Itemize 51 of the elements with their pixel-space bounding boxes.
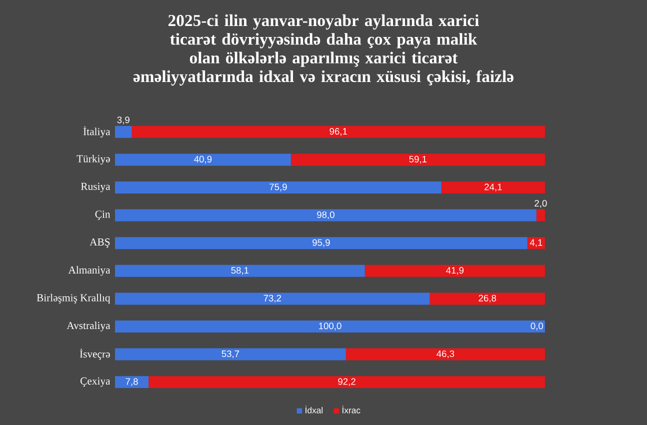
bar [115, 320, 545, 332]
bar [364, 264, 545, 277]
y-tick-label: Rusiya [80, 182, 110, 192]
y-tick-label: Birləşmiş Krallıq [36, 294, 110, 304]
data-label: 58,1 [231, 267, 249, 275]
data-label: 100,0 [319, 322, 342, 330]
data-label: 92,2 [338, 378, 356, 386]
data-label: 75,9 [270, 184, 287, 192]
data-label: 24,1 [484, 184, 502, 192]
chart-title: 2025-ci ilin yanvar-noyabr aylarında xarici ticarət dövriyyəsində daha çox paya malik olan ölkələrlə aparılmış xarici ticarət əməliyyatlarında idxal və ixracın xüsusi çəkisi, faizlə [133, 14, 514, 86]
data-label: 59,1 [409, 156, 427, 164]
data-label: 46,3 [436, 350, 454, 358]
bar [441, 182, 545, 194]
y-tick-label: Avstraliya [66, 322, 110, 332]
data-label: 26,8 [478, 294, 496, 303]
data-label: 3,9 [117, 116, 130, 124]
y-tick-label: Çin [95, 210, 110, 220]
bar [115, 264, 365, 277]
bar [115, 154, 291, 166]
bar [115, 376, 149, 388]
y-tick-label: İsveçrə [80, 348, 110, 360]
bar [148, 376, 545, 388]
legend-label: İdxal [306, 406, 323, 414]
bar [290, 154, 545, 166]
bar [115, 348, 346, 360]
data-label: 96,1 [330, 128, 348, 136]
y-tick-label: Çexiya [80, 377, 110, 387]
bar [115, 182, 442, 194]
data-label: 98,0 [317, 211, 334, 220]
data-label: 73,2 [264, 294, 281, 303]
data-label: 2,0 [534, 200, 547, 208]
bar [115, 209, 536, 222]
y-tick-label: Almaniya [68, 266, 110, 276]
data-label: 53,7 [222, 350, 240, 358]
y-tick-label: ABŞ [90, 238, 110, 248]
y-tick-label: İtaliya [83, 126, 110, 138]
bar [115, 237, 528, 250]
legend-label: İxrac [342, 406, 360, 414]
bar [430, 292, 545, 305]
y-tick-label: Türkiyə [76, 154, 110, 165]
data-label: 41,9 [446, 267, 464, 275]
data-label: 4,1 [530, 239, 542, 247]
data-label: 95,9 [312, 239, 330, 247]
data-label: 7,8 [126, 378, 138, 386]
bar [115, 126, 132, 138]
data-label: 40,9 [194, 156, 212, 164]
bar [132, 126, 545, 138]
bar [115, 292, 430, 305]
bar [346, 348, 545, 360]
bar [536, 209, 545, 222]
data-label: 0,0 [530, 322, 544, 330]
